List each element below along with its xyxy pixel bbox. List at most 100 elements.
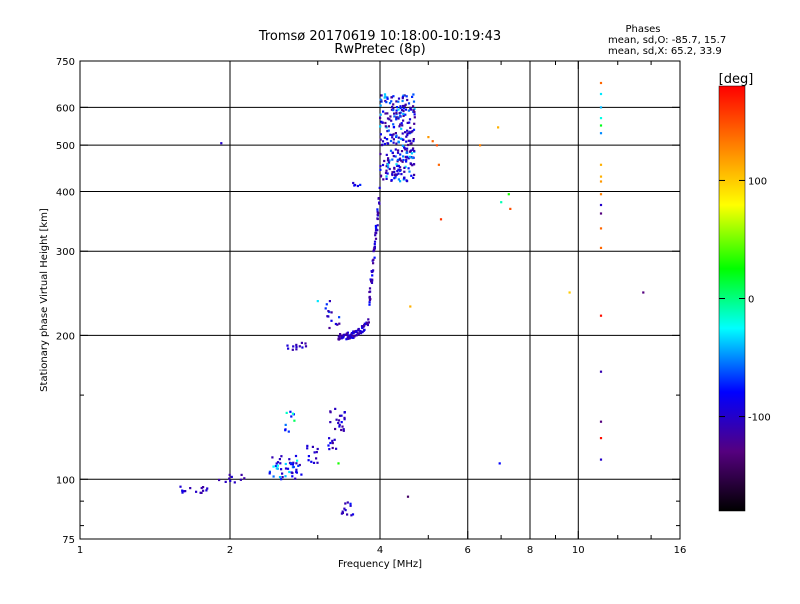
echo-point xyxy=(359,330,362,333)
echo-point xyxy=(276,464,279,467)
echo-point xyxy=(392,126,395,129)
echo-point xyxy=(357,328,360,331)
echo-point xyxy=(337,335,340,338)
echo-point xyxy=(385,175,388,178)
echo-point xyxy=(368,290,371,294)
echo-point xyxy=(315,451,318,454)
echo-point xyxy=(599,193,603,196)
echo-point xyxy=(408,118,412,121)
echo-point xyxy=(356,332,359,335)
echo-point xyxy=(342,333,345,336)
echo-point xyxy=(393,115,396,118)
echo-point xyxy=(411,130,414,133)
echo-point xyxy=(392,123,395,126)
echo-point xyxy=(274,464,277,468)
echo-point xyxy=(388,102,392,105)
echo-point xyxy=(297,464,300,467)
echo-point xyxy=(375,232,378,235)
echo-point xyxy=(218,478,221,482)
echo-point xyxy=(404,131,407,134)
echo-point xyxy=(413,122,416,125)
echo-point xyxy=(404,148,407,151)
echo-point xyxy=(340,414,343,417)
phases-x-stats: mean, sd,X: 65.2, 33.9 xyxy=(608,46,722,57)
echo-point xyxy=(383,159,386,163)
echo-point xyxy=(316,447,319,451)
echo-point xyxy=(363,328,366,331)
echo-point xyxy=(412,105,415,108)
echo-point xyxy=(376,210,379,213)
echo-point xyxy=(404,155,407,158)
echo-point xyxy=(288,470,291,474)
echo-point xyxy=(392,95,395,98)
echo-point xyxy=(286,344,289,347)
echo-point xyxy=(351,513,355,516)
echo-point xyxy=(406,134,409,137)
echo-point xyxy=(228,477,231,480)
echo-point xyxy=(391,171,394,174)
echo-point xyxy=(405,160,408,163)
echo-point xyxy=(387,161,391,164)
echo-point xyxy=(393,112,396,115)
echo-point xyxy=(312,461,316,464)
echo-point xyxy=(396,164,399,167)
echo-point xyxy=(296,459,299,462)
echo-point xyxy=(403,166,406,169)
echo-point xyxy=(373,256,376,259)
echo-point xyxy=(387,157,390,160)
echo-point xyxy=(370,281,374,284)
echo-point xyxy=(379,138,382,141)
echo-point xyxy=(403,176,406,179)
colorbar-tick-label: 0 xyxy=(748,295,754,306)
echo-point xyxy=(479,144,482,147)
x-tick-label: 8 xyxy=(527,545,533,556)
echo-point xyxy=(304,345,308,348)
echo-point xyxy=(359,331,362,334)
echo-point xyxy=(200,491,203,494)
echo-point xyxy=(386,117,390,120)
echo-point xyxy=(370,270,373,273)
echo-point xyxy=(397,97,401,100)
echo-point xyxy=(386,159,390,162)
echo-point xyxy=(390,96,393,99)
echo-point xyxy=(403,147,406,150)
echo-point xyxy=(285,411,288,414)
echo-point xyxy=(412,128,416,131)
echo-point xyxy=(404,165,407,168)
echo-point xyxy=(409,139,412,142)
echo-point xyxy=(337,338,340,341)
echo-point xyxy=(268,470,271,473)
echo-point xyxy=(400,122,403,125)
echo-point xyxy=(379,116,382,119)
echo-point xyxy=(385,138,388,141)
echo-point xyxy=(408,170,411,173)
echo-point xyxy=(507,193,510,196)
echo-point xyxy=(278,458,281,461)
echo-point xyxy=(239,478,242,481)
echo-point xyxy=(399,153,402,156)
echo-point xyxy=(340,334,343,337)
echo-point xyxy=(385,101,388,104)
echo-point xyxy=(408,121,411,124)
phases-o-stats: mean, sd,O: -85.7, 15.7 xyxy=(608,35,726,46)
echo-point xyxy=(407,139,410,142)
echo-point xyxy=(406,495,410,498)
echo-point xyxy=(389,139,393,143)
echo-point xyxy=(374,234,377,237)
echo-point xyxy=(385,165,388,168)
echo-point xyxy=(333,438,336,441)
echo-point xyxy=(388,118,391,121)
echo-point xyxy=(350,336,353,339)
echo-point xyxy=(368,298,371,301)
chart-title: Tromsø 20170619 10:18:00-10:19:43 xyxy=(258,29,501,44)
y-tick-label: 750 xyxy=(56,57,75,68)
y-tick-label: 200 xyxy=(56,331,75,342)
echo-point xyxy=(278,476,282,479)
echo-point xyxy=(345,338,348,341)
echo-point xyxy=(374,224,377,228)
echo-point xyxy=(379,98,382,101)
echo-point xyxy=(328,437,331,440)
echo-point xyxy=(407,109,410,112)
echo-point xyxy=(376,213,379,216)
